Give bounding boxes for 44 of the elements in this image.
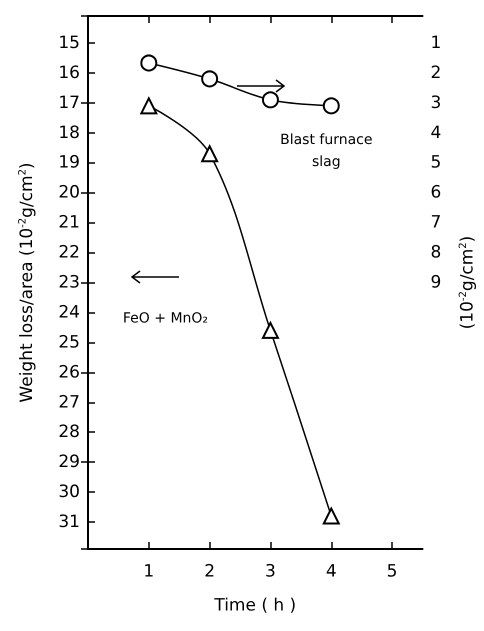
x-tick-label: 2 <box>204 562 216 582</box>
point <box>140 97 158 114</box>
y-tick-label: 30 <box>58 482 80 502</box>
y-axis-title: Weight loss/area (10-2g/cm2) <box>17 162 37 403</box>
y-tick-label: 20 <box>58 182 80 203</box>
x-tick-label: 4 <box>326 562 337 582</box>
y-tick-label: 31 <box>58 512 80 532</box>
point <box>322 508 340 525</box>
y2-tick-label: 7 <box>430 212 442 233</box>
y2-tick-label: 5 <box>430 152 442 173</box>
annotation: FeO + MnO₂ <box>122 310 208 326</box>
y2-tick-label: 2 <box>430 62 442 83</box>
point <box>322 97 340 114</box>
point <box>201 145 218 162</box>
y-tick-label: 23 <box>58 272 80 292</box>
y-tick-label: 15 <box>58 32 80 53</box>
y-tick-label: 18 <box>58 122 80 143</box>
point <box>140 54 158 72</box>
y-tick-label: 21 <box>58 212 80 233</box>
y2-tick-label: 1 <box>430 32 442 53</box>
annotation: Blast furnace slag <box>280 132 372 170</box>
point <box>262 322 279 339</box>
y-tick-label: 28 <box>58 422 80 442</box>
x-tick-label: 3 <box>265 562 276 582</box>
y-tick-label: 26 <box>58 362 80 382</box>
x-tick-label: 5 <box>386 562 398 582</box>
y-tick-label: 24 <box>58 302 80 322</box>
y2-axis-title: (10-2g/cm2) <box>458 236 478 330</box>
y2-tick-label: 6 <box>430 182 442 203</box>
y-tick-label: 22 <box>58 242 80 263</box>
y-tick-label: 17 <box>58 92 80 113</box>
point <box>262 91 279 108</box>
x-tick-label: 1 <box>143 562 154 582</box>
y2-tick-label: 4 <box>430 122 442 143</box>
y-tick-label: 27 <box>58 392 80 412</box>
y-tick-label: 25 <box>58 332 80 352</box>
y-tick-label: 19 <box>58 152 80 173</box>
y2-tick-label: 3 <box>430 92 442 113</box>
point <box>201 70 218 88</box>
y2-tick-label: 8 <box>430 242 442 263</box>
x-axis-title: Time ( h ) <box>213 596 296 616</box>
y-tick-label: 29 <box>58 452 80 472</box>
y2-tick-label: 9 <box>430 272 442 292</box>
y-tick-label: 16 <box>58 62 80 83</box>
